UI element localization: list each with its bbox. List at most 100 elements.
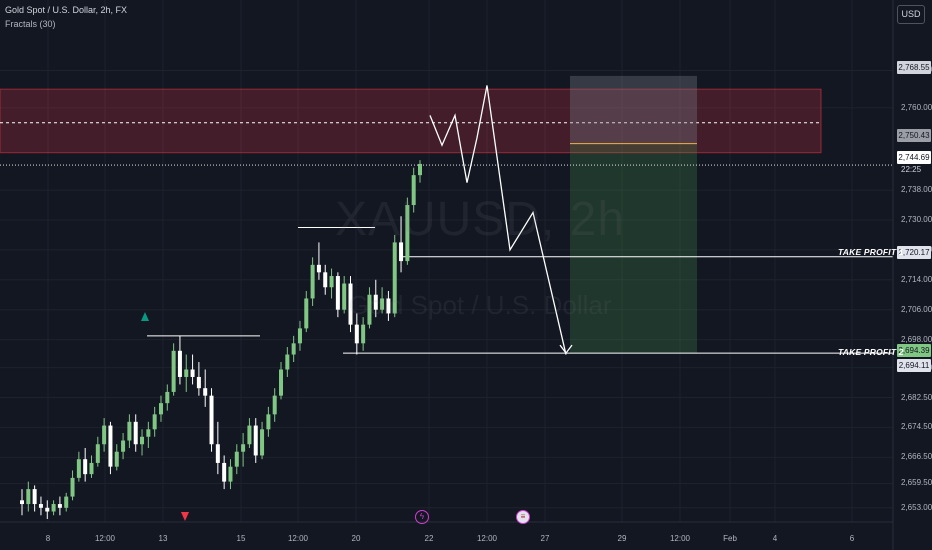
candle-body xyxy=(335,276,340,310)
candle-body xyxy=(323,272,328,288)
candle-body xyxy=(83,459,88,475)
fractal-down-icon xyxy=(181,512,189,521)
time-axis-label: 22 xyxy=(424,534,434,543)
candle-body xyxy=(367,294,372,325)
candle-body xyxy=(373,294,378,310)
candle-body xyxy=(196,376,201,389)
projection-arrowhead xyxy=(559,344,573,355)
time-axis-label: 12:00 xyxy=(94,534,116,543)
candle-body xyxy=(165,391,170,404)
time-axis-label: Feb xyxy=(723,534,737,543)
time-axis-label: 6 xyxy=(849,534,855,543)
candle-body xyxy=(51,504,56,512)
candle-body xyxy=(266,414,271,430)
candle-body xyxy=(348,283,353,325)
time-axis-label: 27 xyxy=(540,534,550,543)
time-axis-label: 12:00 xyxy=(476,534,498,543)
candle-body xyxy=(272,395,277,415)
price-tag-tp1: 2,720.17 xyxy=(897,246,931,259)
candle-body xyxy=(392,242,397,314)
price-tag-current: 2,744.69 xyxy=(897,151,931,164)
time-axis-label: 29 xyxy=(617,534,627,543)
candle-body xyxy=(361,324,366,344)
take-profit-1-label[interactable]: TAKE PROFIT 1 xyxy=(838,247,904,257)
candle-body xyxy=(209,395,214,445)
candle-body xyxy=(20,500,24,505)
candle-body xyxy=(247,425,252,445)
price-axis-label: 2,738.00 xyxy=(901,185,932,195)
take-profit-2-label[interactable]: TAKE PROFIT 2 xyxy=(838,347,904,357)
price-axis-label: 2,706.00 xyxy=(901,304,932,314)
time-axis-label: 12:00 xyxy=(669,534,691,543)
candle-body xyxy=(297,328,302,344)
candle-body xyxy=(158,403,163,415)
candle-body xyxy=(222,462,227,482)
price-tag-tp2-alt: 2,694.11 xyxy=(897,359,931,372)
price-axis-label: 2,682.50 xyxy=(901,392,932,402)
candle-body xyxy=(215,444,220,463)
candle-body xyxy=(127,421,132,441)
candle-body xyxy=(228,466,233,482)
us-flag-icon[interactable]: ≡ xyxy=(516,510,530,524)
candle-body xyxy=(316,264,321,273)
time-axis-label: 4 xyxy=(772,534,778,543)
time-axis-label: 20 xyxy=(351,534,361,543)
candle-body xyxy=(260,429,265,456)
candle-body xyxy=(26,489,31,505)
lightning-icon[interactable]: ϟ xyxy=(415,510,429,524)
candle-body xyxy=(354,324,359,344)
candle-body xyxy=(45,507,50,512)
indicator-label[interactable]: Fractals (30) xyxy=(5,19,56,29)
candle-body xyxy=(152,414,157,430)
candle-body xyxy=(304,298,309,329)
candle-body xyxy=(76,459,81,478)
candle-body xyxy=(203,388,208,396)
time-axis-label: 12:00 xyxy=(287,534,309,543)
price-axis-label: 2,730.00 xyxy=(901,214,932,224)
price-axis-label: 2,714.00 xyxy=(901,274,932,284)
resistance-zone xyxy=(0,88,822,154)
candle-body xyxy=(285,354,290,370)
price-axis-label: 2,659.50 xyxy=(901,478,932,488)
target-zone-upper xyxy=(570,75,697,144)
time-axis-label: 13 xyxy=(158,534,168,543)
candle-body xyxy=(108,425,113,467)
candle-body xyxy=(38,504,43,508)
candle-body xyxy=(184,369,189,377)
candle-body xyxy=(329,276,334,288)
symbol-title[interactable]: Gold Spot / U.S. Dollar, 2h, FX xyxy=(5,5,128,15)
candle-body xyxy=(291,343,296,355)
candle-body xyxy=(89,462,94,475)
fractal-up-icon xyxy=(141,312,149,321)
candle-body xyxy=(310,264,315,299)
candle-body xyxy=(411,175,416,206)
candle-body xyxy=(241,444,246,452)
candle-body xyxy=(177,350,182,377)
projection-path xyxy=(429,85,567,355)
price-axis-label: 2,674.50 xyxy=(901,422,932,432)
time-axis-label: 8 xyxy=(45,534,51,543)
price-tag-tp2: 2,694.39 xyxy=(897,344,931,357)
candle-body xyxy=(386,298,391,314)
candle-body xyxy=(171,350,176,392)
time-axis-label: 15 xyxy=(236,534,246,543)
candle-body xyxy=(114,451,119,467)
bar-countdown: 22:25 xyxy=(901,165,922,174)
price-axis-label: 2,666.50 xyxy=(901,452,932,462)
candle-body xyxy=(380,298,385,310)
candle-body xyxy=(399,242,404,262)
candle-body xyxy=(146,429,151,437)
price-tag-top: 2,768.55 xyxy=(897,61,931,74)
candle-body xyxy=(95,444,100,463)
candle-body xyxy=(102,425,107,445)
candle-body xyxy=(405,205,410,262)
candle-body xyxy=(234,451,239,467)
candle-body xyxy=(121,440,126,452)
price-axis-label: 2,698.00 xyxy=(901,334,932,344)
currency-button[interactable]: USD xyxy=(897,5,925,24)
candle-body xyxy=(64,496,69,508)
candle-body xyxy=(342,283,347,310)
candle-body xyxy=(418,163,422,176)
candle-body xyxy=(133,421,138,445)
